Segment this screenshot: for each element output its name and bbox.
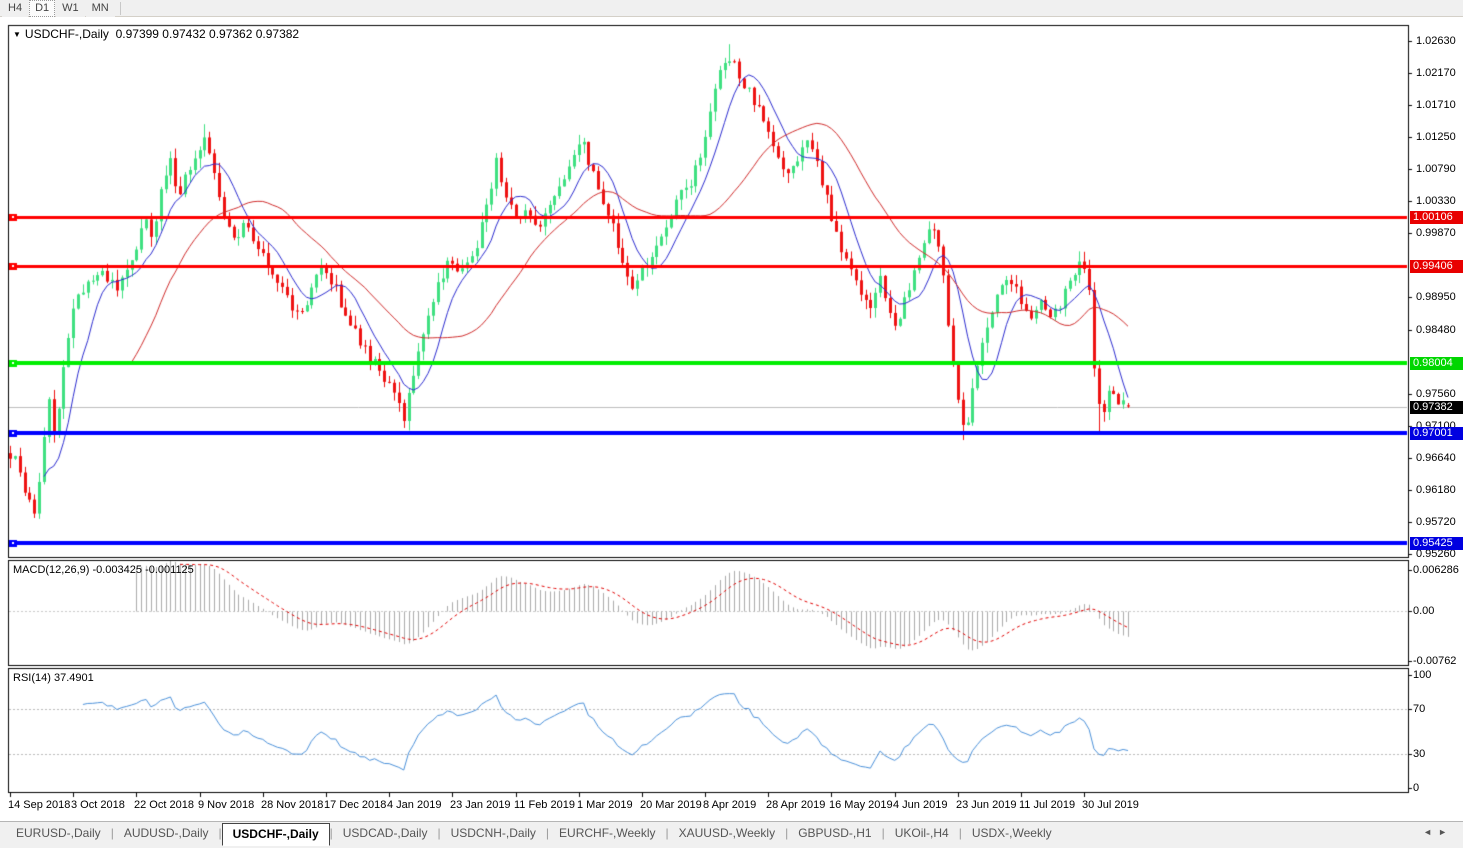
- date-axis-label: 8 Apr 2019: [703, 799, 757, 811]
- tab-separator: |: [958, 826, 962, 840]
- tab-eurchf-weekly[interactable]: EURCHF-,Weekly: [559, 826, 656, 840]
- chart-ohlc-values: 0.97399 0.97432 0.97362 0.97382: [115, 27, 300, 41]
- tab-separator: |: [110, 826, 114, 840]
- macd-indicator-label: MACD(12,26,9) -0.003425 -0.001125: [13, 564, 194, 576]
- date-axis-label: 23 Jun 2019: [956, 799, 1017, 811]
- tab-eurusd-daily[interactable]: EURUSD-,Daily: [16, 826, 101, 840]
- date-axis-label: 3 Oct 2018: [71, 799, 125, 811]
- price-tick-label: 1.00790: [1416, 163, 1456, 175]
- tab-separator: |: [545, 826, 550, 840]
- price-tick-label: 0.98480: [1416, 324, 1456, 336]
- tab-usdchf-daily[interactable]: USDCHF-,Daily: [221, 823, 330, 846]
- chart-title: ▼ USDCHF-,Daily 0.97399 0.97432 0.97362 0…: [13, 27, 299, 41]
- date-axis-label: 28 Apr 2019: [766, 799, 826, 811]
- price-badge: 0.95425: [1410, 537, 1463, 550]
- price-tick-label: 0.96640: [1416, 452, 1456, 464]
- date-axis-label: 4 Jan 2019: [387, 799, 442, 811]
- price-tick-label: 0.99870: [1416, 227, 1456, 239]
- tab-audusd-daily[interactable]: AUDUSD-,Daily: [123, 826, 209, 840]
- price-badge: 0.97382: [1410, 401, 1463, 414]
- macd-axis-label: 0.006286: [1413, 564, 1459, 576]
- tab-separator: |: [785, 826, 789, 840]
- price-badge: 0.99406: [1410, 260, 1463, 273]
- tab-scroll-left-icon[interactable]: ◄: [1423, 827, 1439, 837]
- tab-usdcad-daily[interactable]: USDCAD-,Daily: [342, 826, 428, 840]
- price-tick-label: 1.02630: [1416, 35, 1456, 47]
- price-tick-label: 1.00330: [1416, 195, 1456, 207]
- rsi-axis-label: 100: [1413, 669, 1432, 681]
- date-axis-label: 17 Dec 2018: [324, 799, 387, 811]
- macd-axis-label: 0.00: [1413, 605, 1435, 617]
- price-badge: 0.98004: [1410, 357, 1463, 370]
- collapse-indicator-icon[interactable]: ▼: [13, 30, 21, 39]
- rsi-axis-label: 0: [1413, 782, 1420, 794]
- price-badge: 0.97001: [1410, 427, 1463, 440]
- tab-usdx-weekly[interactable]: USDX-,Weekly: [971, 826, 1052, 840]
- tab-separator: |: [665, 826, 669, 840]
- tab-separator: |: [437, 826, 441, 840]
- tab-scroll-right-icon[interactable]: ►: [1438, 827, 1453, 837]
- rsi-indicator-label: RSI(14) 37.4901: [13, 672, 94, 684]
- date-axis-label: 16 May 2019: [829, 799, 893, 811]
- date-axis-label: 11 Feb 2019: [514, 799, 575, 811]
- tab-separator: |: [881, 826, 885, 840]
- date-axis-label: 1 Mar 2019: [577, 799, 633, 811]
- tab-scroll-arrows: ◄►: [1423, 827, 1453, 837]
- date-axis-label: 28 Nov 2018: [261, 799, 324, 811]
- rsi-axis-label: 70: [1413, 703, 1426, 715]
- rsi-axis-label: 30: [1413, 748, 1426, 760]
- chart-tab-bar: EURUSD-,Daily | AUDUSD-,Daily | USDCHF-,Dail…: [0, 821, 1463, 848]
- date-axis-label: 20 Mar 2019: [640, 799, 702, 811]
- price-tick-label: 0.95720: [1416, 516, 1456, 528]
- tab-separator: |: [329, 826, 333, 840]
- date-axis-label: 30 Jul 2019: [1082, 799, 1139, 811]
- price-tick-label: 0.98950: [1416, 291, 1456, 303]
- date-axis-label: 9 Nov 2018: [198, 799, 255, 811]
- chart-symbol-label: USDCHF-,Daily: [24, 27, 109, 41]
- date-axis-label: 11 Jul 2019: [1019, 799, 1076, 811]
- tab-separator: |: [218, 826, 222, 840]
- date-axis-label: 14 Sep 2018: [8, 799, 71, 811]
- price-tick-label: 1.01710: [1416, 99, 1456, 111]
- price-badge: 1.00106: [1410, 211, 1463, 224]
- macd-axis-label: -0.00762: [1413, 655, 1457, 667]
- tab-ukoil-h4[interactable]: UKOil-,H4: [894, 826, 949, 840]
- date-axis-label: 22 Oct 2018: [134, 799, 194, 811]
- price-tick-label: 0.96180: [1416, 484, 1456, 496]
- tab-usdcnh-daily[interactable]: USDCNH-,Daily: [450, 826, 536, 840]
- price-tick-label: 1.02170: [1416, 67, 1456, 79]
- price-tick-label: 0.95260: [1416, 548, 1456, 560]
- date-axis-label: 4 Jun 2019: [893, 799, 948, 811]
- date-axis-label: 23 Jan 2019: [450, 799, 511, 811]
- price-tick-label: 0.97560: [1416, 388, 1456, 400]
- price-tick-label: 1.01250: [1416, 131, 1456, 143]
- tab-gbpusd-h1[interactable]: GBPUSD-,H1: [798, 826, 872, 840]
- tab-xauusd-weekly[interactable]: XAUUSD-,Weekly: [678, 826, 776, 840]
